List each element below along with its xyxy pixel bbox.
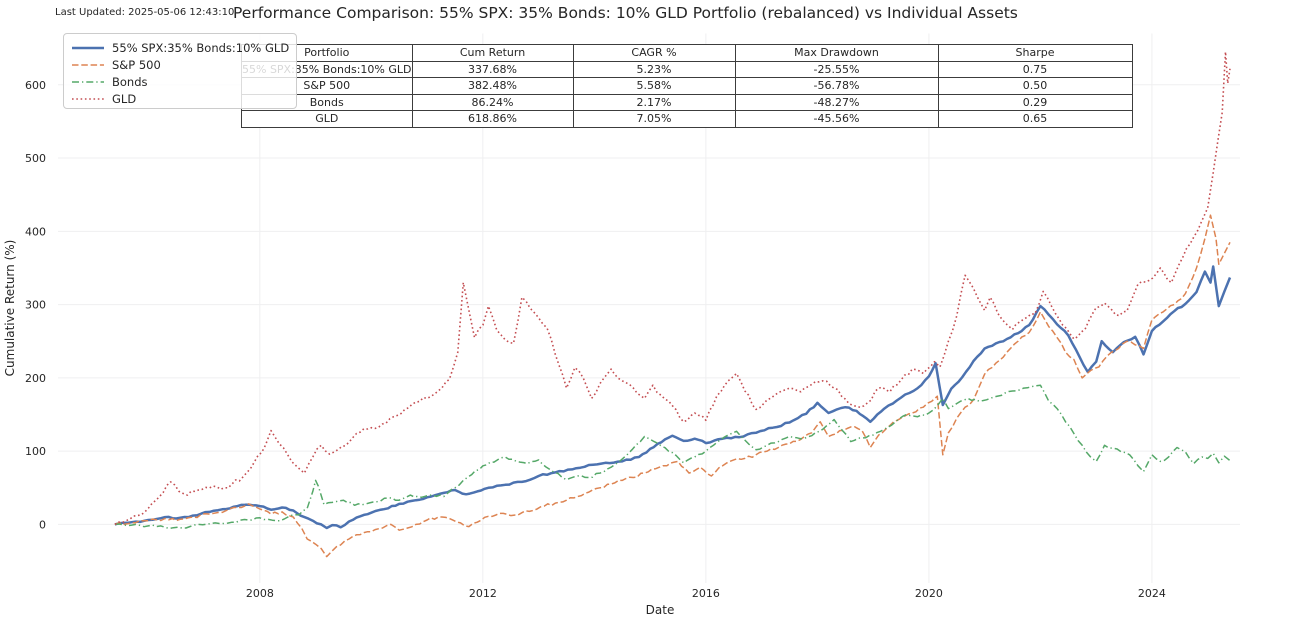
y-tick-label-400: 400 (25, 225, 46, 238)
cell-sharpe: 0.75 (937, 60, 1133, 79)
stats-table: Portfolio Cum Return CAGR % Max Drawdown… (241, 44, 1133, 128)
x-tick-label-2016: 2016 (692, 587, 720, 600)
table-row: GLD 618.86% 7.05% -45.56% 0.65 (241, 110, 1133, 128)
cell-cum-return: 86.24% (411, 93, 574, 112)
cell-cagr: 5.58% (572, 77, 736, 95)
legend-line-sample-bonds (72, 80, 104, 83)
chart-legend: 55% SPX:35% Bonds:10% GLD S&P 500 Bonds … (63, 33, 297, 109)
stats-header-max-drawdown: Max Drawdown (734, 44, 939, 62)
legend-line-sample-portfolio (72, 46, 104, 49)
legend-label: 55% SPX:35% Bonds:10% GLD (112, 40, 290, 55)
y-tick-label-300: 300 (25, 299, 46, 312)
y-tick-label-0: 0 (39, 518, 46, 531)
stats-header-cum-return: Cum Return (411, 44, 574, 62)
y-tick-label-500: 500 (25, 152, 46, 165)
x-tick-label-2020: 2020 (915, 587, 943, 600)
series-line-gld (114, 50, 1231, 526)
x-tick-label-2008: 2008 (246, 587, 274, 600)
table-row: Bonds 86.24% 2.17% -48.27% 0.29 (241, 93, 1133, 112)
legend-label: Bonds (112, 74, 148, 89)
stats-header-sharpe: Sharpe (937, 44, 1133, 62)
series-line-bonds (114, 384, 1231, 530)
series-line-55-spx-35-bonds-10-gld (114, 265, 1232, 530)
table-row: S&P 500 382.48% 5.58% -56.78% 0.50 (241, 77, 1133, 95)
legend-label: GLD (112, 91, 137, 106)
cell-sharpe: 0.50 (937, 77, 1133, 95)
legend-item-sp500: S&P 500 (64, 56, 296, 73)
cell-sharpe: 0.65 (937, 110, 1133, 128)
x-axis-label: Date (646, 603, 675, 617)
y-tick-label-200: 200 (25, 372, 46, 385)
cell-max-drawdown: -48.27% (734, 93, 939, 112)
legend-line-sample-sp500 (72, 63, 104, 66)
chart-title: Performance Comparison: 55% SPX: 35% Bon… (233, 4, 1018, 22)
cell-cum-return: 337.68% (411, 60, 574, 79)
y-tick-label-600: 600 (25, 79, 46, 92)
stats-header-row: Portfolio Cum Return CAGR % Max Drawdown… (241, 44, 1133, 62)
legend-item-gld: GLD (64, 90, 296, 107)
cell-portfolio-name: GLD (241, 110, 413, 128)
y-tick-label-100: 100 (25, 445, 46, 458)
y-axis-label: Cumulative Return (%) (3, 240, 17, 377)
cell-sharpe: 0.29 (937, 93, 1133, 112)
series-line-s-p-500 (114, 214, 1231, 558)
cell-cagr: 7.05% (572, 110, 736, 128)
last-updated-text: Last Updated: 2025-05-06 12:43:10 (55, 7, 235, 18)
cell-cum-return: 382.48% (411, 77, 574, 95)
legend-item-bonds: Bonds (64, 73, 296, 90)
cell-max-drawdown: -56.78% (734, 77, 939, 95)
table-row: 55% SPX:35% Bonds:10% GLD 337.68% 5.23% … (241, 60, 1133, 79)
x-tick-label-2024: 2024 (1138, 587, 1166, 600)
cell-cagr: 2.17% (572, 93, 736, 112)
stats-header-cagr: CAGR % (572, 44, 736, 62)
cell-max-drawdown: -45.56% (734, 110, 939, 128)
cell-cum-return: 618.86% (411, 110, 574, 128)
legend-line-sample-gld (72, 97, 104, 100)
legend-label: S&P 500 (112, 57, 161, 72)
legend-item-portfolio: 55% SPX:35% Bonds:10% GLD (64, 39, 296, 56)
cell-cagr: 5.23% (572, 60, 736, 79)
cell-max-drawdown: -25.55% (734, 60, 939, 79)
x-tick-label-2012: 2012 (469, 587, 497, 600)
